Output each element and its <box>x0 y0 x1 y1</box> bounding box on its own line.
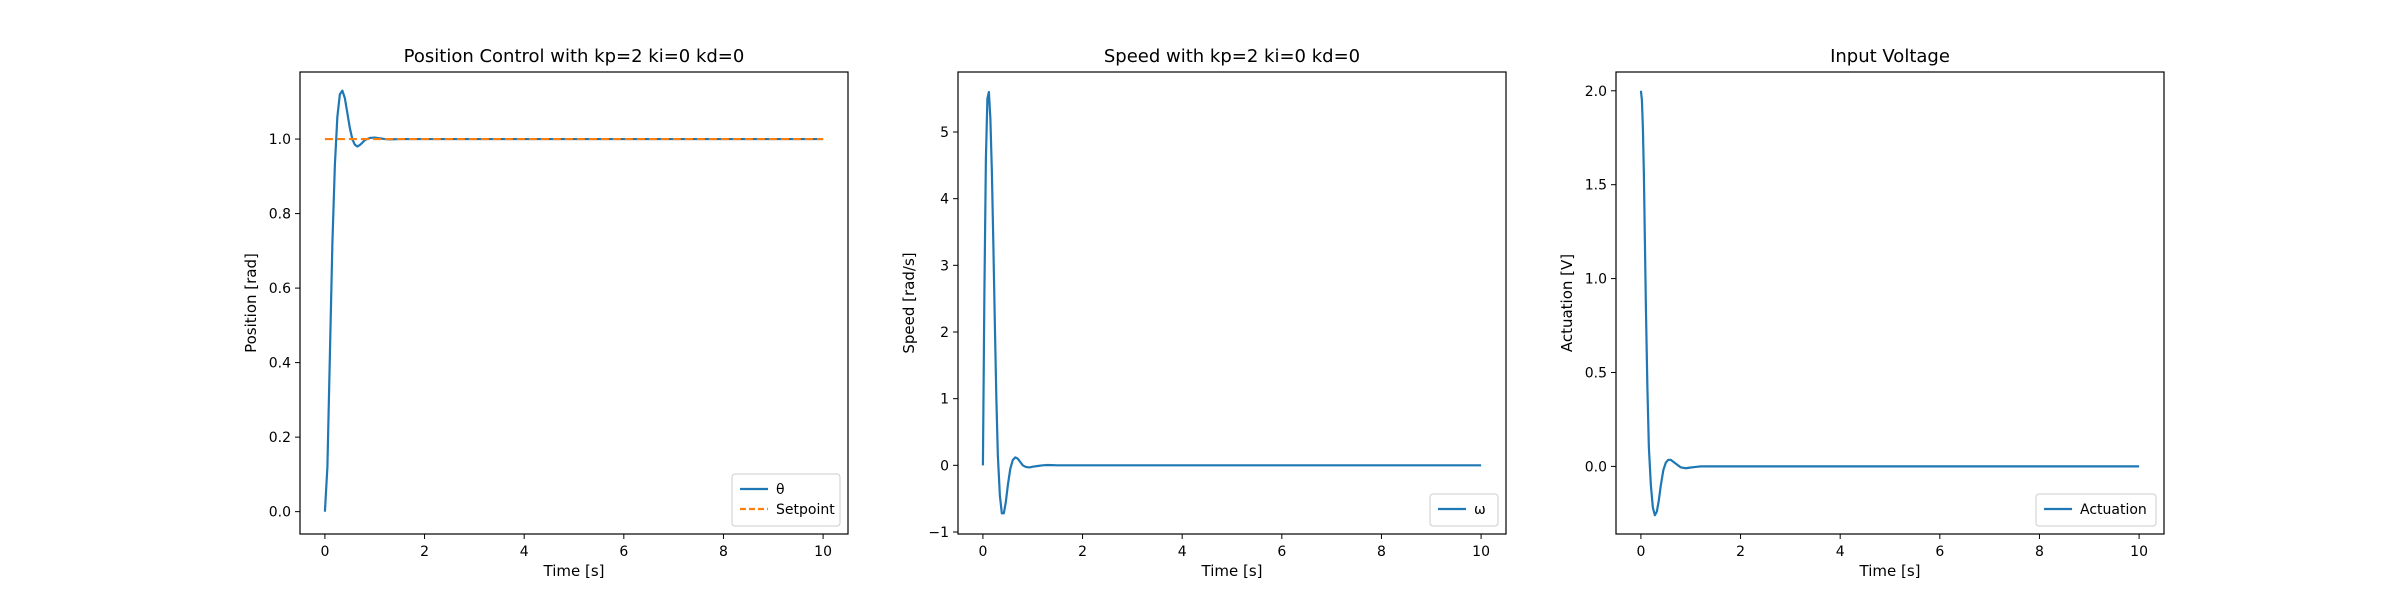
voltage-legend-box <box>2035 493 2157 527</box>
position-series-1-line <box>323 89 824 512</box>
speed-ytick-label: 0 <box>940 458 949 474</box>
speed-legend-label-1: ω <box>1474 502 1486 518</box>
speed-series-1-line <box>981 90 1482 515</box>
voltage-series-1-line <box>1639 90 2140 517</box>
speed-ytick-label: 4 <box>940 192 949 208</box>
voltage-title: Input Voltage <box>1830 46 1950 67</box>
position-legend-label-2: Setpoint <box>776 502 835 518</box>
position-ytick-label: 0.6 <box>269 281 291 297</box>
speed-ylabel: Speed [rad/s] <box>900 252 918 353</box>
speed-ytick-label: 3 <box>940 258 949 274</box>
position-legend-box <box>731 473 841 527</box>
speed-ytick-label: −1 <box>928 525 949 541</box>
voltage-xtick-label: 2 <box>1736 544 1745 560</box>
voltage-ytick-label: 0.5 <box>1585 365 1607 381</box>
speed-xlabel: Time [s] <box>1201 562 1263 580</box>
speed-xtick-label: 0 <box>978 544 987 560</box>
voltage-axes-frame <box>1615 71 2165 535</box>
voltage-xtick-label: 0 <box>1636 544 1645 560</box>
speed-ytick-label: 1 <box>940 392 949 408</box>
voltage-ytick-label: 0.0 <box>1585 459 1607 475</box>
position-xlabel: Time [s] <box>543 562 605 580</box>
speed-xtick-label: 2 <box>1078 544 1087 560</box>
position-ytick-label: 0.0 <box>269 505 291 521</box>
position-legend-label-1: θ <box>776 482 785 498</box>
voltage-ytick-label: 1.0 <box>1585 272 1607 288</box>
position-ytick-label: 1.0 <box>269 132 291 148</box>
speed-xtick-label: 10 <box>1472 544 1490 560</box>
position-xtick-label: 8 <box>719 544 728 560</box>
position-ytick-label: 0.8 <box>269 207 291 223</box>
speed-title: Speed with kp=2 ki=0 kd=0 <box>1104 46 1360 67</box>
speed-xtick-label: 8 <box>1377 544 1386 560</box>
position-ytick-label: 0.4 <box>269 356 291 372</box>
voltage-xtick-label: 10 <box>2130 544 2148 560</box>
position-xtick-label: 2 <box>420 544 429 560</box>
speed-xtick-label: 4 <box>1178 544 1187 560</box>
position-xtick-label: 4 <box>520 544 529 560</box>
voltage-xlabel: Time [s] <box>1859 562 1921 580</box>
speed-ytick-label: 5 <box>940 125 949 141</box>
speed-subplot: Speed with kp=2 ki=0 kd=0 0 2 4 6 8 10 −1 0 1 2 3 4 5… <box>900 46 1507 580</box>
position-xtick-label: 10 <box>814 544 832 560</box>
speed-xtick-label: 6 <box>1277 544 1286 560</box>
voltage-xtick-label: 4 <box>1836 544 1845 560</box>
voltage-subplot: Input Voltage 0 2 4 6 8 10 0.0 0.5 1.0 1.5 2.0 Time … <box>1558 46 2165 580</box>
voltage-ytick-label: 1.5 <box>1585 178 1607 194</box>
voltage-ylabel: Actuation [V] <box>1558 254 1576 352</box>
position-title: Position Control with kp=2 ki=0 kd=0 <box>404 46 745 67</box>
position-xtick-label: 0 <box>320 544 329 560</box>
voltage-ytick-label: 2.0 <box>1585 84 1607 100</box>
voltage-xtick-label: 6 <box>1935 544 1944 560</box>
position-ytick-label: 0.2 <box>269 430 291 446</box>
position-ylabel: Position [rad] <box>242 253 260 353</box>
voltage-xtick-label: 8 <box>2035 544 2044 560</box>
speed-axes-frame <box>957 71 1507 535</box>
speed-ytick-label: 2 <box>940 325 949 341</box>
position-subplot: Position Control with kp=2 ki=0 kd=0 0 2 4 6… <box>242 46 849 580</box>
position-xtick-label: 6 <box>619 544 628 560</box>
voltage-legend-label-1: Actuation <box>2080 502 2147 518</box>
position-axes-frame <box>299 71 849 535</box>
